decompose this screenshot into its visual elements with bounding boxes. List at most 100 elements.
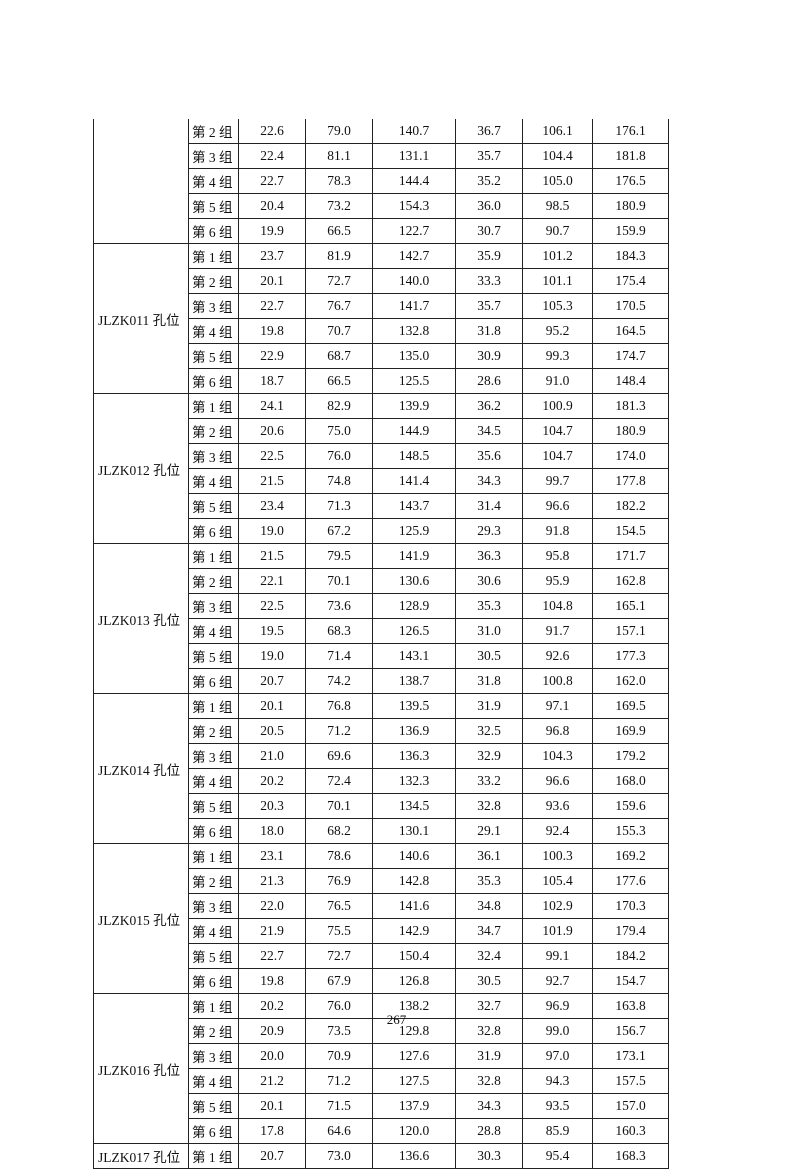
table-cell: 143.7 (372, 493, 456, 519)
table-cell: 136.3 (372, 743, 456, 769)
table-cell: 170.3 (592, 893, 669, 919)
table-cell: 92.4 (522, 818, 593, 844)
group-label: 第 4 组 (188, 318, 239, 344)
table-cell: 90.7 (522, 218, 593, 244)
table-cell: 139.5 (372, 693, 456, 719)
table-cell: 104.3 (522, 743, 593, 769)
table-cell: 159.9 (592, 218, 669, 244)
table-cell: 100.9 (522, 393, 593, 419)
table-cell: 92.7 (522, 968, 593, 994)
table-cell: 30.5 (455, 643, 523, 669)
group-label: 第 1 组 (188, 543, 239, 569)
table-row: 第 2 组 20.1 72.7 140.0 33.3 101.1 175.4 (94, 268, 669, 294)
table-cell: 96.6 (522, 768, 593, 794)
table-cell: 95.8 (522, 543, 593, 569)
table-cell: 94.3 (522, 1068, 593, 1094)
group-label: 第 5 组 (188, 643, 239, 669)
table-cell: 18.7 (238, 368, 306, 394)
group-label: 第 1 组 (188, 993, 239, 1019)
table-row: 第 4 组 21.2 71.2 127.5 32.8 94.3 157.5 (94, 1068, 669, 1094)
table-cell: 169.5 (592, 693, 669, 719)
table-cell: 93.5 (522, 1093, 593, 1119)
table-cell: 30.9 (455, 343, 523, 369)
table-cell: 142.9 (372, 918, 456, 944)
table-cell: 99.3 (522, 343, 593, 369)
table-cell: 175.4 (592, 268, 669, 294)
group-label: 第 2 组 (188, 119, 239, 144)
table-row: 第 5 组 22.9 68.7 135.0 30.9 99.3 174.7 (94, 343, 669, 369)
table-cell: 126.8 (372, 968, 456, 994)
table-row: 第 3 组 22.7 76.7 141.7 35.7 105.3 170.5 (94, 293, 669, 319)
table-cell: 141.4 (372, 468, 456, 494)
table-cell: 35.7 (455, 143, 523, 169)
group-label: 第 6 组 (188, 368, 239, 394)
table-cell: 150.4 (372, 943, 456, 969)
table-row: 第 4 组 21.9 75.5 142.9 34.7 101.9 179.4 (94, 918, 669, 944)
group-label: 第 4 组 (188, 1068, 239, 1094)
table-cell: 20.5 (238, 718, 306, 744)
table-cell: 31.0 (455, 618, 523, 644)
table-cell: 141.7 (372, 293, 456, 319)
table-cell: 73.0 (305, 1143, 373, 1169)
table-row: 第 4 组 20.2 72.4 132.3 33.2 96.6 168.0 (94, 768, 669, 794)
table-cell: 20.1 (238, 268, 306, 294)
group-label: 第 3 组 (188, 1043, 239, 1069)
table-cell: 71.2 (305, 718, 373, 744)
table-cell: 95.9 (522, 568, 593, 594)
group-label: 第 3 组 (188, 743, 239, 769)
table-cell: 69.6 (305, 743, 373, 769)
table-cell: 101.2 (522, 243, 593, 269)
table-cell: 127.6 (372, 1043, 456, 1069)
table-cell: 22.5 (238, 443, 306, 469)
table-cell: 20.2 (238, 768, 306, 794)
table-cell: 140.7 (372, 119, 456, 144)
table-cell: 180.9 (592, 418, 669, 444)
table-cell: 105.0 (522, 168, 593, 194)
table-cell: 148.5 (372, 443, 456, 469)
table-cell: 76.0 (305, 443, 373, 469)
table-cell: 91.7 (522, 618, 593, 644)
table-cell: 75.5 (305, 918, 373, 944)
group-label: 第 5 组 (188, 793, 239, 819)
table-cell: 140.0 (372, 268, 456, 294)
table-cell: 179.2 (592, 743, 669, 769)
table-cell: 142.8 (372, 868, 456, 894)
table-cell: 31.4 (455, 493, 523, 519)
table-cell: 30.7 (455, 218, 523, 244)
table-cell: 36.0 (455, 193, 523, 219)
table-cell: 64.6 (305, 1118, 373, 1144)
hole-label (93, 119, 189, 244)
group-label: 第 4 组 (188, 618, 239, 644)
table-row: 第 5 组 20.3 70.1 134.5 32.8 93.6 159.6 (94, 793, 669, 819)
table-cell: 144.4 (372, 168, 456, 194)
table-row: 第 2 组 20.6 75.0 144.9 34.5 104.7 180.9 (94, 418, 669, 444)
table-cell: 19.5 (238, 618, 306, 644)
table-cell: 35.9 (455, 243, 523, 269)
table-cell: 71.4 (305, 643, 373, 669)
table-cell: 70.9 (305, 1043, 373, 1069)
table-cell: 73.2 (305, 193, 373, 219)
group-label: 第 2 组 (188, 868, 239, 894)
table-cell: 36.2 (455, 393, 523, 419)
group-label: 第 4 组 (188, 768, 239, 794)
table-cell: 140.6 (372, 843, 456, 869)
table-cell: 32.8 (455, 1068, 523, 1094)
table-cell: 120.0 (372, 1118, 456, 1144)
table-cell: 122.7 (372, 218, 456, 244)
table-cell: 162.8 (592, 568, 669, 594)
table-cell: 93.6 (522, 793, 593, 819)
table-cell: 20.3 (238, 793, 306, 819)
table-row: 第 4 组 19.8 70.7 132.8 31.8 95.2 164.5 (94, 318, 669, 344)
table-cell: 179.4 (592, 918, 669, 944)
table-cell: 68.2 (305, 818, 373, 844)
table-cell: 97.0 (522, 1043, 593, 1069)
table-cell: 20.7 (238, 668, 306, 694)
table-cell: 169.9 (592, 718, 669, 744)
table-row: 第 6 组 19.9 66.5 122.7 30.7 90.7 159.9 (94, 218, 669, 244)
hole-label: JLZK011 孔位 (93, 243, 189, 394)
table-cell: 138.7 (372, 668, 456, 694)
table-cell: 78.3 (305, 168, 373, 194)
table-cell: 157.5 (592, 1068, 669, 1094)
table-cell: 104.8 (522, 593, 593, 619)
table-cell: 22.7 (238, 943, 306, 969)
